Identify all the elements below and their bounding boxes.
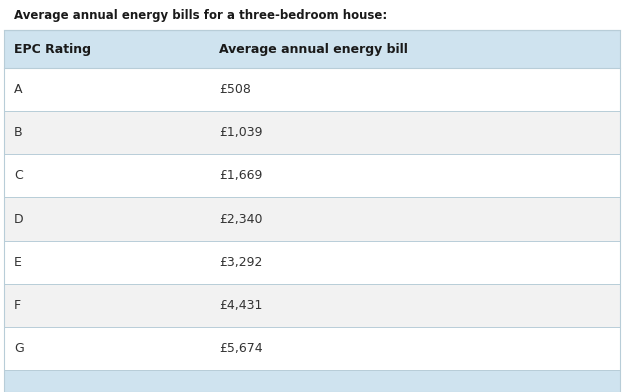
Text: E: E (14, 256, 22, 269)
Text: D: D (14, 212, 24, 225)
Bar (4, 111, 620, 154)
Text: £4,431: £4,431 (219, 299, 262, 312)
Text: F: F (14, 299, 21, 312)
Text: £2,340: £2,340 (219, 212, 263, 225)
Bar (4, 30, 620, 68)
Bar (0, 0, 624, 30)
Text: £5,674: £5,674 (219, 342, 263, 355)
Bar (4, 68, 620, 111)
Text: A: A (14, 83, 22, 96)
Text: EPC Rating: EPC Rating (14, 42, 91, 56)
Text: £508: £508 (219, 83, 251, 96)
Text: C: C (14, 169, 22, 182)
Bar (4, 198, 620, 241)
Text: B: B (14, 126, 22, 139)
Bar (4, 154, 620, 198)
Bar (4, 241, 620, 284)
Text: £1,669: £1,669 (219, 169, 262, 182)
Bar (4, 327, 620, 370)
Text: £3,292: £3,292 (219, 256, 262, 269)
Text: G: G (14, 342, 24, 355)
Bar (4, 370, 620, 392)
Bar (4, 284, 620, 327)
Text: £1,039: £1,039 (219, 126, 263, 139)
Text: Average annual energy bill: Average annual energy bill (219, 42, 408, 56)
Text: Average annual energy bills for a three-bedroom house:: Average annual energy bills for a three-… (14, 9, 388, 22)
